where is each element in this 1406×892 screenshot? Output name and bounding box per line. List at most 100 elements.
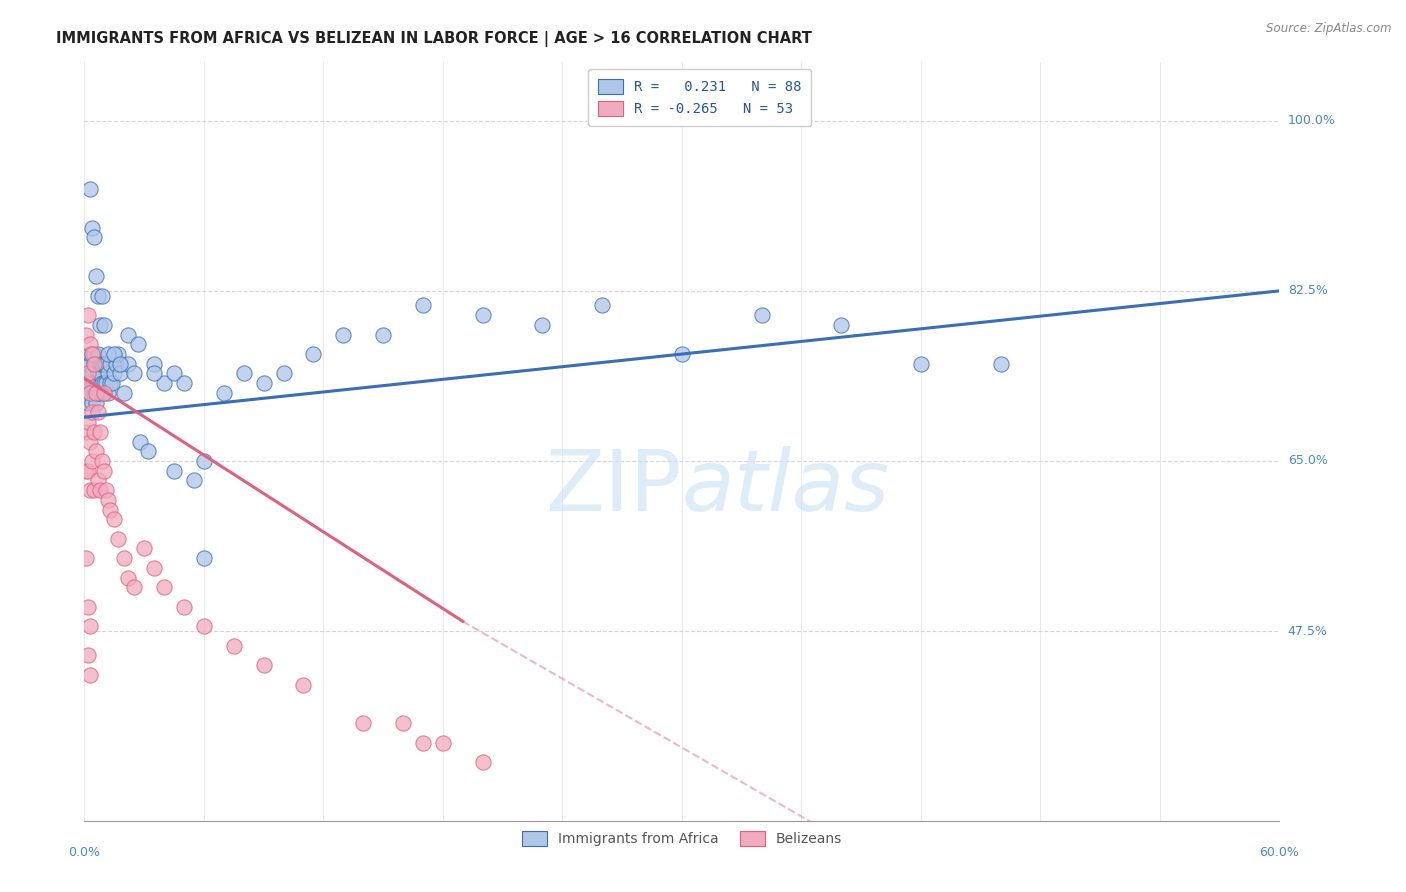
Point	[98, 502, 121, 516]
Point	[77, 464, 100, 478]
Point	[79, 386, 101, 401]
Legend: Immigrants from Africa, Belizeans: Immigrants from Africa, Belizeans	[516, 825, 848, 852]
Point	[77, 395, 100, 409]
Point	[143, 367, 166, 381]
Point	[77, 308, 100, 322]
Point	[79, 347, 101, 361]
Point	[412, 298, 434, 312]
Point	[117, 571, 139, 585]
Point	[110, 367, 132, 381]
Point	[143, 561, 166, 575]
Point	[79, 483, 101, 497]
Point	[86, 386, 108, 401]
Point	[83, 357, 105, 371]
Point	[82, 405, 104, 419]
Point	[193, 619, 215, 633]
Point	[127, 337, 149, 351]
Point	[83, 386, 105, 401]
Point	[117, 327, 139, 342]
Point	[107, 532, 129, 546]
Point	[91, 376, 114, 391]
Point	[86, 269, 108, 284]
Point	[153, 376, 176, 391]
Point	[87, 289, 110, 303]
Text: 65.0%: 65.0%	[1288, 455, 1327, 467]
Point	[531, 318, 554, 332]
Point	[591, 298, 613, 312]
Point	[105, 357, 128, 371]
Point	[77, 599, 100, 614]
Point	[75, 386, 97, 401]
Point	[432, 736, 454, 750]
Point	[97, 347, 120, 361]
Point	[82, 395, 104, 409]
Point	[103, 367, 125, 381]
Point	[79, 376, 101, 391]
Point	[98, 376, 121, 391]
Point	[83, 357, 105, 371]
Point	[107, 347, 129, 361]
Point	[79, 386, 101, 401]
Point	[132, 541, 156, 556]
Point	[83, 376, 105, 391]
Point	[89, 425, 111, 439]
Point	[77, 648, 100, 663]
Point	[89, 483, 111, 497]
Point	[136, 444, 159, 458]
Point	[830, 318, 852, 332]
Point	[112, 386, 135, 401]
Point	[89, 367, 111, 381]
Point	[91, 454, 114, 468]
Point	[87, 474, 110, 488]
Point	[77, 376, 100, 391]
Point	[79, 668, 101, 682]
Point	[103, 347, 125, 361]
Text: 60.0%: 60.0%	[1260, 846, 1299, 859]
Point	[93, 357, 115, 371]
Point	[79, 337, 101, 351]
Point	[392, 716, 415, 731]
Point	[117, 357, 139, 371]
Point	[75, 327, 97, 342]
Point	[110, 357, 132, 371]
Point	[232, 367, 254, 381]
Point	[671, 347, 693, 361]
Point	[79, 619, 101, 633]
Point	[212, 386, 235, 401]
Point	[253, 376, 276, 391]
Point	[82, 220, 104, 235]
Point	[101, 376, 124, 391]
Point	[93, 376, 115, 391]
Point	[86, 376, 108, 391]
Point	[77, 357, 100, 371]
Point	[273, 367, 295, 381]
Point	[77, 415, 100, 429]
Point	[292, 677, 315, 691]
Point	[82, 347, 104, 361]
Point	[87, 347, 110, 361]
Point	[373, 327, 395, 342]
Point	[89, 357, 111, 371]
Point	[97, 386, 120, 401]
Point	[75, 551, 97, 566]
Point	[990, 357, 1012, 371]
Point	[163, 464, 186, 478]
Text: 100.0%: 100.0%	[1288, 114, 1336, 128]
Point	[332, 327, 354, 342]
Point	[910, 357, 932, 371]
Point	[352, 716, 374, 731]
Point	[302, 347, 325, 361]
Point	[93, 386, 115, 401]
Text: 47.5%: 47.5%	[1288, 624, 1327, 638]
Point	[79, 357, 101, 371]
Point	[77, 367, 100, 381]
Point	[86, 357, 108, 371]
Point	[79, 367, 101, 381]
Point	[79, 182, 101, 196]
Point	[82, 454, 104, 468]
Point	[96, 376, 118, 391]
Point	[98, 357, 121, 371]
Point	[193, 454, 215, 468]
Text: Source: ZipAtlas.com: Source: ZipAtlas.com	[1267, 22, 1392, 36]
Point	[112, 551, 135, 566]
